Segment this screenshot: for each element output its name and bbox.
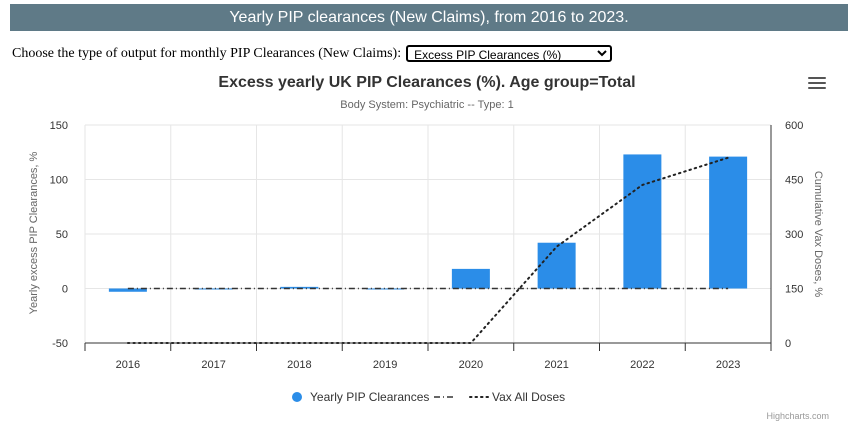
y-tick-label: 50 bbox=[56, 229, 68, 241]
grid bbox=[84, 124, 772, 344]
y2-tick-label: 0 bbox=[785, 338, 791, 350]
legend-bar-symbol bbox=[292, 392, 302, 402]
x-tick-label: 2021 bbox=[544, 359, 568, 371]
y-tick-label: 150 bbox=[50, 120, 68, 132]
bar bbox=[709, 156, 748, 289]
credits-link[interactable]: Highcharts.com bbox=[766, 411, 829, 421]
y2-tick-label: 600 bbox=[785, 120, 803, 132]
axes: -50 0 50 100 150 0 150 300 450 600 2016 2017 2018 201… bbox=[50, 120, 804, 371]
output-selector-row: Choose the type of output for monthly PI… bbox=[12, 45, 613, 62]
y2-tick-label: 300 bbox=[785, 229, 803, 241]
hamburger-menu-icon-line bbox=[808, 82, 826, 84]
y-tick-label: -50 bbox=[52, 338, 68, 350]
bar-series bbox=[108, 154, 748, 292]
bar bbox=[108, 288, 147, 292]
legend-vax-label: Vax All Doses bbox=[492, 390, 565, 404]
x-tick-label: 2016 bbox=[116, 359, 140, 371]
y-tick-label: 0 bbox=[62, 284, 68, 296]
x-tick-label: 2022 bbox=[630, 359, 654, 371]
y2-tick-label: 150 bbox=[785, 284, 803, 296]
bar bbox=[623, 154, 662, 289]
chart-title: Excess yearly UK PIP Clearances (%). Age… bbox=[218, 74, 635, 91]
y2-tick-label: 450 bbox=[785, 175, 803, 187]
legend-bar-label: Yearly PIP Clearances bbox=[310, 390, 429, 404]
selector-label: Choose the type of output for monthly PI… bbox=[12, 45, 402, 61]
y-tick-label: 100 bbox=[50, 175, 68, 187]
x-tick-label: 2023 bbox=[716, 359, 740, 371]
x-tick-label: 2020 bbox=[459, 359, 483, 371]
bar bbox=[451, 268, 490, 289]
bar bbox=[194, 288, 233, 290]
hamburger-menu-icon-line bbox=[808, 87, 826, 89]
y2-axis-title: Cumulative Vax Doses, % bbox=[812, 171, 824, 298]
bar bbox=[537, 242, 576, 289]
x-tick-label: 2019 bbox=[373, 359, 397, 371]
chart-menu-button[interactable] bbox=[808, 74, 826, 90]
output-type-select[interactable]: Excess PIP Clearances (%) bbox=[406, 45, 613, 62]
hamburger-menu-icon bbox=[808, 77, 826, 79]
bar bbox=[366, 288, 405, 290]
legend: Yearly PIP Clearances Vax All Doses bbox=[292, 390, 565, 404]
x-tick-label: 2018 bbox=[287, 359, 311, 371]
bar bbox=[280, 286, 319, 289]
chart-subtitle: Body System: Psychiatric -- Type: 1 bbox=[340, 99, 513, 111]
banner-title: Yearly PIP clearances (New Claims), from… bbox=[10, 4, 848, 31]
x-tick-label: 2017 bbox=[201, 359, 225, 371]
y-axis-title: Yearly excess PIP Clearances, % bbox=[28, 151, 40, 314]
